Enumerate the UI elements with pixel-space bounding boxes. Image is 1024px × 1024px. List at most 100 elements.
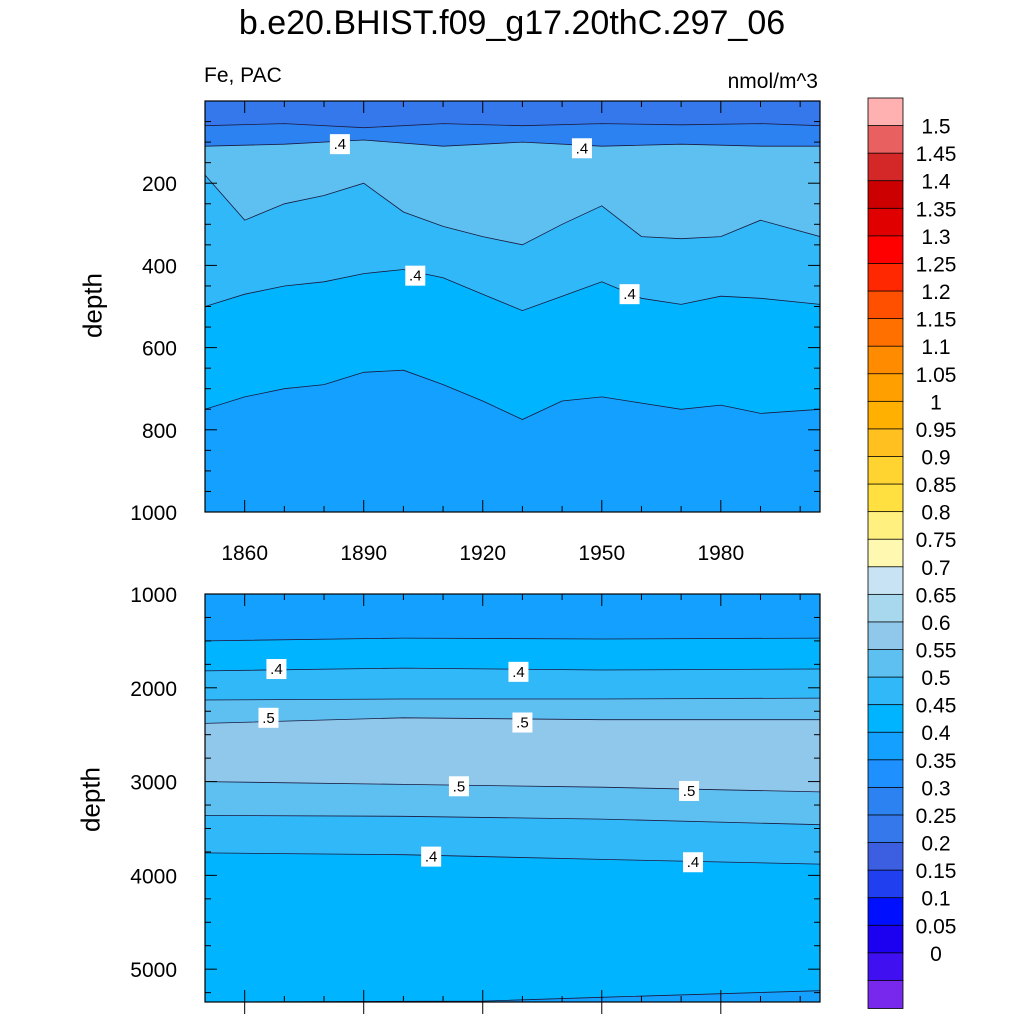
contour-line <box>205 123 820 129</box>
colorbar-swatch <box>867 207 904 237</box>
colorbar-swatch <box>867 152 904 182</box>
colorbar-label: 0.95 <box>916 419 957 442</box>
colorbar-swatch <box>867 428 904 458</box>
colorbar-label: 0.4 <box>921 722 951 745</box>
colorbar-label: 1.25 <box>916 253 957 276</box>
contour-label-box <box>619 284 640 305</box>
contour-label-box <box>266 659 287 680</box>
colorbar-swatch <box>867 621 904 651</box>
colorbar-label: 0.1 <box>921 888 950 911</box>
colorbar-swatch <box>867 566 904 596</box>
contour-label-box <box>258 707 279 728</box>
contour-label-box <box>512 712 533 733</box>
contour-label-text: .5 <box>516 714 529 731</box>
colorbar: 1.5 1.45 1.4 1.35 1.3 1.25 1.2 1.15 1.1 1.05 1 0.95… <box>867 97 957 1009</box>
y-tick-label: 1000 <box>130 502 177 525</box>
contour-label: .4 <box>266 659 287 680</box>
colorbar-label: 0.35 <box>916 750 957 773</box>
colorbar-label: 1.45 <box>916 143 957 166</box>
colorbar-swatch <box>867 897 904 927</box>
colorbar-label: 1.15 <box>916 309 957 332</box>
colorbar-label: 0.75 <box>916 529 957 552</box>
contour-label-box <box>329 134 350 155</box>
y-tick-label: 800 <box>142 420 177 443</box>
contour-line <box>205 697 820 701</box>
colorbar-swatch <box>867 235 904 265</box>
colorbar-swatch <box>867 318 904 348</box>
colorbar-swatch <box>867 483 904 513</box>
y-tick-label: 2000 <box>130 678 177 701</box>
colorbar-swatch <box>867 952 904 982</box>
colorbar-label: 0.8 <box>921 502 950 525</box>
contour-label-text: .4 <box>623 286 636 303</box>
colorbar-swatch <box>867 731 904 761</box>
colorbar-swatch <box>867 786 904 816</box>
colorbar-swatch <box>867 924 904 954</box>
colorbar-label: 0.25 <box>916 805 957 828</box>
colorbar-label: 0.7 <box>921 557 950 580</box>
colorbar-label: 1.1 <box>921 336 950 359</box>
colorbar-swatch <box>867 263 904 292</box>
y-tick-label: 4000 <box>130 865 177 888</box>
contour-label-text: .4 <box>425 849 438 866</box>
colorbar-swatch <box>867 456 904 485</box>
units-label: nmol/m^3 <box>727 70 818 93</box>
contour-label: .5 <box>448 776 469 797</box>
x-tick-label: 1890 <box>340 542 387 565</box>
colorbar-swatch <box>867 97 904 127</box>
colorbar-label: 0.3 <box>921 777 950 800</box>
chart-title: b.e20.BHIST.f09_g17.20thC.297_06 <box>238 4 786 42</box>
colorbar-label: 1.2 <box>921 281 950 304</box>
contour-label-box <box>679 780 700 801</box>
plot-area-lower: .4 .4 .5 .5 .5 .5 .4 .4 <box>205 594 820 1002</box>
variable-region-label: Fe, PAC <box>204 64 282 87</box>
colorbar-swatch <box>867 125 904 155</box>
colorbar-swatch <box>867 980 904 1009</box>
contour-label-text: .4 <box>687 854 700 871</box>
colorbar-swatch <box>867 290 904 320</box>
x-tick-label: 1950 <box>578 542 625 565</box>
contour-label: .4 <box>508 661 529 682</box>
contour-line <box>205 852 820 865</box>
contour-line <box>205 269 820 312</box>
x-tick-label: 1860 <box>221 542 268 565</box>
contour-label-text: .4 <box>512 664 525 681</box>
colorbar-label: 1.5 <box>921 116 950 139</box>
contour-label: .4 <box>683 852 704 873</box>
colorbar-label: 0.9 <box>921 446 950 469</box>
contour-band <box>205 594 820 641</box>
colorbar-label: 1 <box>930 391 942 414</box>
contour-band <box>205 990 820 1002</box>
contour-label: .5 <box>258 707 279 728</box>
contour-band <box>205 101 820 128</box>
y-tick-label: 3000 <box>130 772 177 795</box>
colorbar-label: 0.65 <box>916 584 957 607</box>
contour-line <box>205 667 820 672</box>
colorbar-label: 0.55 <box>916 640 957 663</box>
contour-line <box>205 815 820 826</box>
contour-label: .4 <box>421 846 442 867</box>
x-tick-label: 1980 <box>697 542 744 565</box>
y-tick-label: 600 <box>142 338 177 361</box>
colorbar-swatch <box>867 593 904 623</box>
colorbar-label: 0.5 <box>921 667 950 690</box>
colorbar-label: 0.6 <box>921 612 950 635</box>
plot-area-upper: .4 .4 .4 .4 <box>205 101 820 512</box>
contour-label: .4 <box>571 138 592 159</box>
y-tick-label: 1000 <box>130 584 177 607</box>
colorbar-swatch <box>867 649 904 678</box>
contour-label-box <box>683 852 704 873</box>
colorbar-swatch <box>867 704 904 734</box>
colorbar-swatch <box>867 759 904 789</box>
contour-line <box>205 139 820 147</box>
colorbar-label: 1.4 <box>921 171 951 194</box>
contour-label-text: .4 <box>409 268 422 285</box>
y-tick-label: 5000 <box>130 959 177 982</box>
contour-line <box>205 174 820 246</box>
contour-line <box>205 369 820 420</box>
y-tick-label: 200 <box>142 173 177 196</box>
colorbar-label: 0.45 <box>916 695 957 718</box>
colorbar-label: 0.15 <box>916 860 957 883</box>
contour-label-text: .4 <box>334 136 347 153</box>
